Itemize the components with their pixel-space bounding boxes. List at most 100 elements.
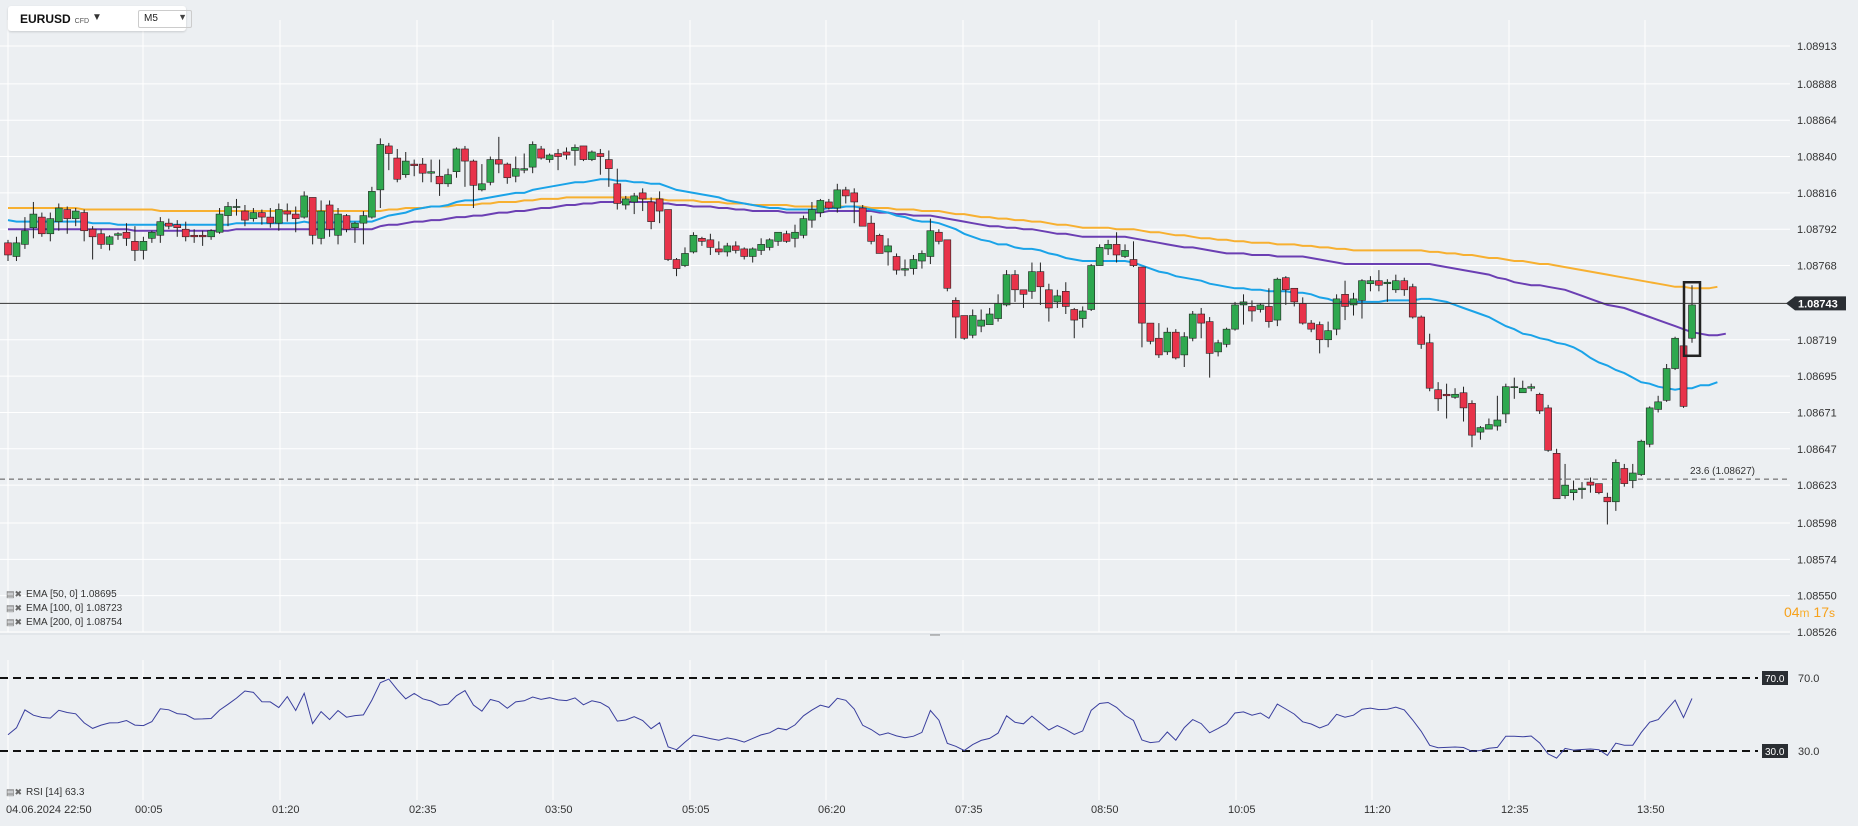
candle-body	[1510, 386, 1519, 388]
candle-body	[655, 198, 664, 212]
candle	[401, 151, 410, 178]
candle	[1341, 280, 1349, 321]
candle	[164, 218, 173, 230]
candle-body	[909, 259, 918, 269]
candle	[317, 200, 325, 245]
chevron-down-icon: ▼	[178, 12, 187, 22]
candle	[858, 204, 867, 227]
candle-body	[131, 241, 139, 251]
settings-close-icon[interactable]: ▤✖	[6, 787, 23, 797]
candle	[816, 198, 825, 218]
candle-body	[545, 154, 554, 160]
candle-body	[385, 145, 393, 154]
candle-body	[1298, 303, 1307, 324]
indicator-ema100[interactable]: ▤✖ EMA [100, 0] 1.08723	[6, 603, 123, 614]
candle	[918, 250, 926, 269]
candle-body	[1307, 322, 1315, 330]
candle	[774, 231, 782, 246]
candle	[1383, 279, 1392, 302]
settings-close-icon[interactable]: ▤✖	[6, 603, 23, 613]
candle	[1332, 294, 1341, 336]
candle	[385, 142, 393, 171]
candle-body	[1180, 336, 1189, 356]
candle-body	[1569, 489, 1578, 493]
price-tick: 1.08768	[1797, 261, 1837, 273]
candle	[740, 247, 749, 260]
candle	[731, 241, 740, 254]
price-tick: 1.08913	[1797, 41, 1837, 53]
candle	[139, 236, 148, 260]
candle-body	[71, 210, 80, 219]
candle	[29, 201, 38, 239]
candle-body	[215, 213, 224, 233]
candle	[224, 201, 232, 227]
candle-body	[588, 151, 596, 160]
candle	[444, 168, 452, 187]
time-tick: 12:35	[1501, 804, 1529, 816]
candle	[1121, 244, 1129, 258]
candle-body	[232, 206, 241, 208]
candle	[1188, 310, 1197, 342]
indicator-ema50[interactable]: ▤✖ EMA [50, 0] 1.08695	[6, 589, 117, 600]
candle	[1222, 327, 1231, 348]
candle-body	[1019, 289, 1028, 295]
candle-body	[38, 216, 46, 235]
candle	[782, 230, 791, 243]
candle	[977, 309, 985, 333]
candle-body	[689, 234, 698, 253]
candle-body	[943, 239, 952, 289]
candle-body	[181, 228, 190, 238]
candle-body	[418, 163, 427, 174]
candle	[867, 215, 875, 245]
candle-body	[1637, 440, 1646, 475]
candle-body	[376, 144, 385, 191]
candle	[681, 247, 689, 268]
candle	[1307, 320, 1315, 333]
candle	[291, 206, 300, 233]
candle	[1036, 262, 1045, 305]
candle	[833, 183, 842, 213]
settings-close-icon[interactable]: ▤✖	[6, 617, 23, 627]
candle-body	[1036, 271, 1045, 288]
candle-body	[1645, 407, 1654, 445]
candle-body	[1561, 484, 1569, 497]
candle-body	[511, 168, 520, 177]
candle-body	[765, 239, 774, 248]
candle	[1586, 477, 1595, 493]
candle-body	[88, 228, 97, 238]
candle-body	[1290, 287, 1299, 303]
indicator-rsi[interactable]: ▤✖ RSI [14] 63.3	[6, 787, 85, 798]
timeframe-select[interactable]: M5 ▼	[138, 10, 192, 28]
candle-body	[1011, 274, 1019, 291]
candle	[799, 215, 808, 239]
candle	[427, 159, 435, 183]
candle	[418, 158, 427, 183]
symbol-dropdown-icon[interactable]: ▼	[92, 12, 102, 23]
candle	[114, 232, 122, 240]
candle	[655, 191, 664, 224]
settings-close-icon[interactable]: ▤✖	[6, 589, 23, 599]
candle-body	[1273, 278, 1282, 321]
indicator-ema200[interactable]: ▤✖ EMA [200, 0] 1.08754	[6, 617, 123, 628]
candle	[1620, 463, 1629, 487]
candle	[1459, 386, 1468, 422]
candle	[647, 197, 655, 230]
candle-body	[1324, 330, 1332, 341]
candle-body	[985, 313, 994, 325]
candle	[300, 191, 308, 219]
candle	[122, 223, 131, 246]
candle-body	[21, 230, 29, 245]
candle-body	[139, 241, 148, 251]
candle-body	[190, 234, 198, 238]
rsi-axis-label: 70.0	[1798, 673, 1819, 685]
candle	[935, 229, 943, 245]
candle-body	[630, 195, 639, 203]
symbol-selector[interactable]: EURUSD CFD ▼ M5 ▼	[8, 6, 192, 31]
candle	[1527, 383, 1536, 392]
current-price-tag	[1786, 296, 1846, 311]
candle	[97, 229, 105, 249]
candle-body	[1493, 419, 1502, 427]
candle-body	[968, 315, 977, 336]
candle-body	[935, 231, 943, 242]
